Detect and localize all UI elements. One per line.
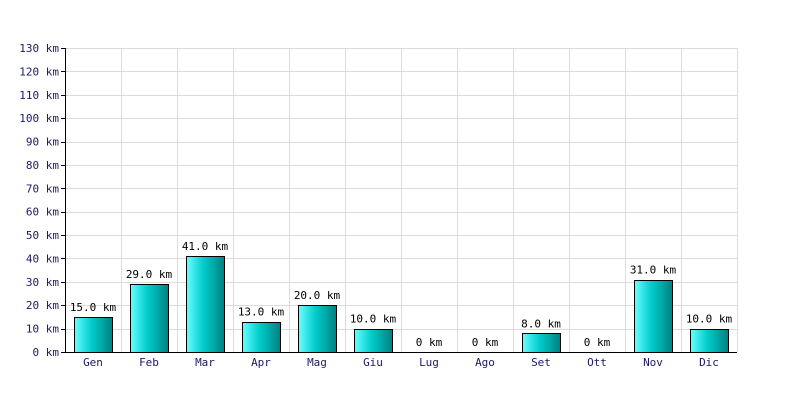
value-label: 0 km xyxy=(584,336,611,349)
bar-giu xyxy=(354,329,393,353)
y-tick-label: 80 km xyxy=(26,159,59,172)
x-tick-label: Feb xyxy=(139,356,159,369)
value-label: 0 km xyxy=(416,336,443,349)
y-tick-label: 20 km xyxy=(26,299,59,312)
value-label: 0 km xyxy=(472,336,499,349)
grid-lines xyxy=(65,48,738,353)
bar-apr xyxy=(242,322,281,353)
x-axis-tick-labels: Gen Feb Mar Apr Mag Giu Lug Ago Set Ott Nov Dic xyxy=(83,356,719,369)
x-tick-label: Mar xyxy=(195,356,215,369)
y-tick-label: 120 km xyxy=(19,65,59,78)
y-tick-label: 130 km xyxy=(19,42,59,55)
y-tick-label: 60 km xyxy=(26,206,59,219)
x-tick-label: Set xyxy=(531,356,551,369)
value-label: 20.0 km xyxy=(294,289,341,302)
value-label: 10.0 km xyxy=(686,313,733,326)
x-tick-label: Dic xyxy=(699,356,719,369)
x-tick-label: Lug xyxy=(419,356,439,369)
value-labels: 15.0 km 29.0 km 41.0 km 13.0 km 20.0 km 10.0 … xyxy=(70,240,733,349)
y-tick-label: 90 km xyxy=(26,136,59,149)
x-tick-label: Ago xyxy=(475,356,495,369)
y-axis-tick-labels: 0 km 10 km 20 km 30 km 40 km 50 km 60 km 70 km 8… xyxy=(19,42,65,359)
value-label: 15.0 km xyxy=(70,301,117,314)
y-tick-label: 100 km xyxy=(19,112,59,125)
bar-mag xyxy=(298,305,337,353)
value-label: 31.0 km xyxy=(630,264,677,277)
y-tick-label: 0 km xyxy=(33,346,60,359)
value-label: 13.0 km xyxy=(238,306,285,319)
x-tick-label: Nov xyxy=(643,356,663,369)
bar-gen xyxy=(74,317,113,353)
bar-nov xyxy=(634,280,673,353)
bar-feb xyxy=(130,284,169,353)
y-tick-label: 70 km xyxy=(26,182,59,195)
value-label: 29.0 km xyxy=(126,268,173,281)
y-tick-label: 40 km xyxy=(26,252,59,265)
value-label: 8.0 km xyxy=(521,317,561,330)
bars xyxy=(74,256,729,353)
bar-set xyxy=(522,333,561,353)
x-tick-label: Giu xyxy=(363,356,383,369)
x-tick-label: Gen xyxy=(83,356,103,369)
y-tick-label: 10 km xyxy=(26,323,59,336)
value-label: 10.0 km xyxy=(350,313,397,326)
x-tick-label: Apr xyxy=(251,356,271,369)
bar-mar xyxy=(186,256,225,353)
bar-dic xyxy=(690,329,729,353)
y-tick-label: 30 km xyxy=(26,276,59,289)
x-tick-label: Mag xyxy=(307,356,327,369)
x-tick-label: Ott xyxy=(587,356,607,369)
y-tick-label: 110 km xyxy=(19,89,59,102)
value-label: 41.0 km xyxy=(182,240,229,253)
y-tick-label: 50 km xyxy=(26,229,59,242)
